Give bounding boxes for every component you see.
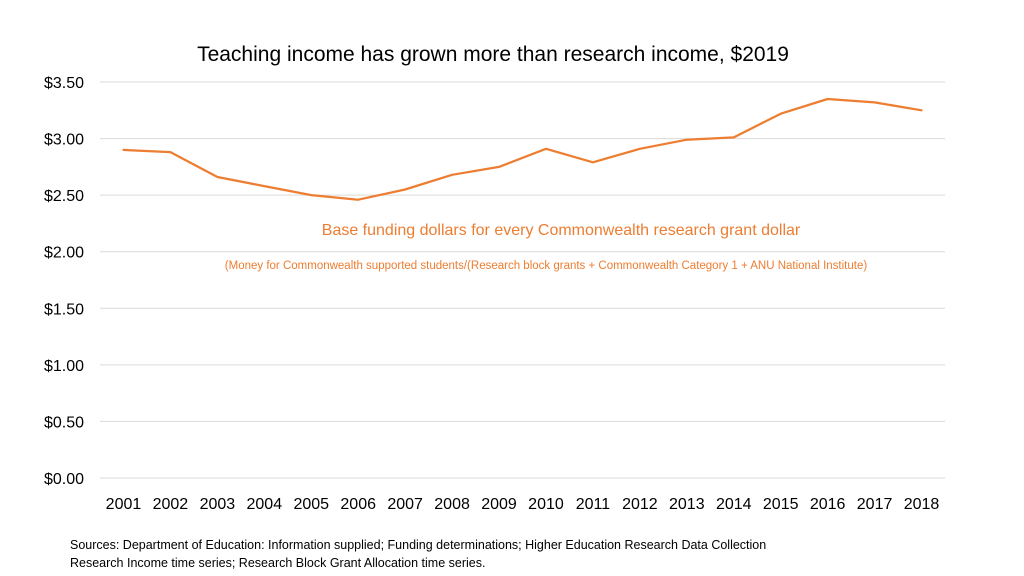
x-tick-label: 2001 <box>106 496 142 513</box>
y-tick-label: $2.00 <box>44 245 84 262</box>
x-tick-label: 2007 <box>387 496 423 513</box>
series-label: Base funding dollars for every Commonwea… <box>322 222 801 239</box>
x-axis: 2001 2002 2003 2004 2005 2006 2007 2008 2009 2010… <box>106 496 940 513</box>
x-tick-label: 2004 <box>247 496 283 513</box>
series-line <box>122 97 923 201</box>
x-tick-label: 2012 <box>622 496 658 513</box>
y-tick-label: $3.50 <box>44 75 84 92</box>
y-tick-label: $1.50 <box>44 301 84 318</box>
x-tick-label: 2013 <box>669 496 705 513</box>
formula-note: (Money for Commonwealth supported studen… <box>225 260 868 272</box>
x-tick-label: 2014 <box>716 496 752 513</box>
x-tick-label: 2009 <box>481 496 517 513</box>
x-tick-label: 2011 <box>576 496 611 513</box>
x-tick-label: 2005 <box>293 496 329 513</box>
y-tick-label: $3.00 <box>44 132 84 149</box>
x-tick-label: 2008 <box>434 496 470 513</box>
x-tick-label: 2018 <box>904 496 940 513</box>
series-layer <box>122 97 923 201</box>
sources-line-1: Sources: Department of Education: Inform… <box>70 538 767 552</box>
y-tick-label: $1.00 <box>44 358 84 375</box>
y-axis: $0.00 $0.50 $1.00 $1.50 $2.00 $2.50 $3.00 $3.50 <box>44 75 84 488</box>
sources-note: Sources: Department of Education: Inform… <box>70 536 870 572</box>
sources-line-2: Research Income time series; Research Bl… <box>70 556 486 570</box>
gridlines <box>100 81 945 479</box>
y-tick-label: $0.50 <box>44 414 84 431</box>
y-tick-label: $2.50 <box>44 188 84 205</box>
x-tick-label: 2017 <box>857 496 893 513</box>
x-tick-label: 2015 <box>763 496 799 513</box>
x-tick-label: 2002 <box>153 496 189 513</box>
x-tick-label: 2003 <box>200 496 236 513</box>
chart-title: Teaching income has grown more than rese… <box>197 43 789 66</box>
x-tick-label: 2016 <box>810 496 846 513</box>
x-tick-label: 2010 <box>528 496 564 513</box>
x-tick-label: 2006 <box>340 496 376 513</box>
y-tick-label: $0.00 <box>44 471 84 488</box>
